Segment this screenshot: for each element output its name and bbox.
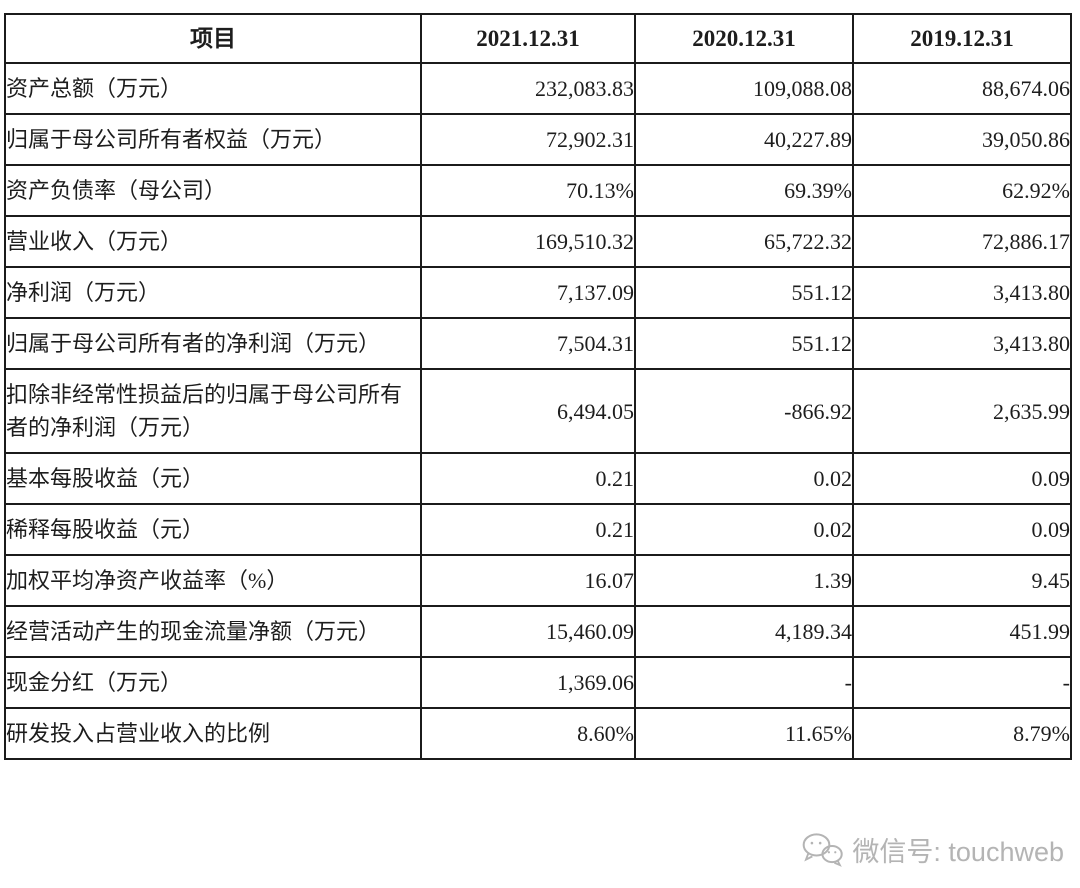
value-cell-2019: 3,413.80 — [852, 317, 1072, 370]
value-cell-2019: 8.79% — [852, 707, 1072, 760]
table-row: 资产负债率（母公司） 70.13% 69.39% 62.92% — [4, 164, 1072, 217]
financial-table: 项目 2021.12.31 2020.12.31 2019.12.31 资产总额… — [4, 13, 1072, 760]
value-cell-2019: 3,413.80 — [852, 266, 1072, 319]
value-cell-2021: 6,494.05 — [420, 368, 636, 454]
value-cell-2021: 169,510.32 — [420, 215, 636, 268]
value-cell-2019: 39,050.86 — [852, 113, 1072, 166]
value-cell-2019: 0.09 — [852, 452, 1072, 505]
row-label-cell: 稀释每股收益（元） — [4, 503, 422, 556]
value-cell-2021: 15,460.09 — [420, 605, 636, 658]
table-row: 现金分红（万元） 1,369.06 - - — [4, 656, 1072, 709]
value-cell-2019: 72,886.17 — [852, 215, 1072, 268]
row-label-cell: 加权平均净资产收益率（%） — [4, 554, 422, 607]
column-header-2021: 2021.12.31 — [420, 13, 636, 64]
table-row: 营业收入（万元） 169,510.32 65,722.32 72,886.17 — [4, 215, 1072, 268]
value-cell-2019: 62.92% — [852, 164, 1072, 217]
value-cell-2021: 1,369.06 — [420, 656, 636, 709]
column-header-2020: 2020.12.31 — [634, 13, 854, 64]
row-label-cell: 资产总额（万元） — [4, 62, 422, 115]
value-cell-2020: -866.92 — [634, 368, 854, 454]
value-cell-2020: 69.39% — [634, 164, 854, 217]
value-cell-2021: 16.07 — [420, 554, 636, 607]
row-label-cell: 扣除非经常性损益后的归属于母公司所有者的净利润（万元） — [4, 368, 422, 454]
table-row: 归属于母公司所有者权益（万元） 72,902.31 40,227.89 39,0… — [4, 113, 1072, 166]
table-row: 加权平均净资产收益率（%） 16.07 1.39 9.45 — [4, 554, 1072, 607]
value-cell-2020: 11.65% — [634, 707, 854, 760]
value-cell-2019: 2,635.99 — [852, 368, 1072, 454]
value-cell-2020: 551.12 — [634, 317, 854, 370]
table-row: 归属于母公司所有者的净利润（万元） 7,504.31 551.12 3,413.… — [4, 317, 1072, 370]
watermark: 微信号: touchweb — [800, 830, 1064, 869]
value-cell-2020: 551.12 — [634, 266, 854, 319]
value-cell-2021: 70.13% — [420, 164, 636, 217]
table-row: 基本每股收益（元） 0.21 0.02 0.09 — [4, 452, 1072, 505]
row-label-cell: 营业收入（万元） — [4, 215, 422, 268]
value-cell-2020: 109,088.08 — [634, 62, 854, 115]
value-cell-2020: 1.39 — [634, 554, 854, 607]
value-cell-2021: 8.60% — [420, 707, 636, 760]
wechat-icon — [800, 831, 844, 868]
value-cell-2021: 7,504.31 — [420, 317, 636, 370]
value-cell-2021: 0.21 — [420, 452, 636, 505]
value-cell-2020: - — [634, 656, 854, 709]
value-cell-2020: 4,189.34 — [634, 605, 854, 658]
row-label-cell: 归属于母公司所有者的净利润（万元） — [4, 317, 422, 370]
row-label-cell: 净利润（万元） — [4, 266, 422, 319]
row-label-cell: 现金分红（万元） — [4, 656, 422, 709]
column-header-2019: 2019.12.31 — [852, 13, 1072, 64]
value-cell-2019: 0.09 — [852, 503, 1072, 556]
value-cell-2019: - — [852, 656, 1072, 709]
value-cell-2021: 0.21 — [420, 503, 636, 556]
row-label-cell: 资产负债率（母公司） — [4, 164, 422, 217]
value-cell-2019: 9.45 — [852, 554, 1072, 607]
row-label-cell: 经营活动产生的现金流量净额（万元） — [4, 605, 422, 658]
table-row: 稀释每股收益（元） 0.21 0.02 0.09 — [4, 503, 1072, 556]
row-label-cell: 研发投入占营业收入的比例 — [4, 707, 422, 760]
value-cell-2021: 232,083.83 — [420, 62, 636, 115]
table-row: 扣除非经常性损益后的归属于母公司所有者的净利润（万元） 6,494.05 -86… — [4, 368, 1072, 454]
value-cell-2020: 65,722.32 — [634, 215, 854, 268]
value-cell-2019: 451.99 — [852, 605, 1072, 658]
row-label-cell: 基本每股收益（元） — [4, 452, 422, 505]
value-cell-2020: 0.02 — [634, 452, 854, 505]
table-row: 资产总额（万元） 232,083.83 109,088.08 88,674.06 — [4, 62, 1072, 115]
table-row: 经营活动产生的现金流量净额（万元） 15,460.09 4,189.34 451… — [4, 605, 1072, 658]
value-cell-2021: 72,902.31 — [420, 113, 636, 166]
value-cell-2021: 7,137.09 — [420, 266, 636, 319]
watermark-text: 微信号: touchweb — [852, 837, 1064, 867]
row-label-cell: 归属于母公司所有者权益（万元） — [4, 113, 422, 166]
table-row: 研发投入占营业收入的比例 8.60% 11.65% 8.79% — [4, 707, 1072, 760]
value-cell-2020: 40,227.89 — [634, 113, 854, 166]
column-header-item: 项目 — [4, 13, 422, 64]
table-row: 净利润（万元） 7,137.09 551.12 3,413.80 — [4, 266, 1072, 319]
value-cell-2019: 88,674.06 — [852, 62, 1072, 115]
header-row: 项目 2021.12.31 2020.12.31 2019.12.31 — [4, 13, 1072, 64]
value-cell-2020: 0.02 — [634, 503, 854, 556]
